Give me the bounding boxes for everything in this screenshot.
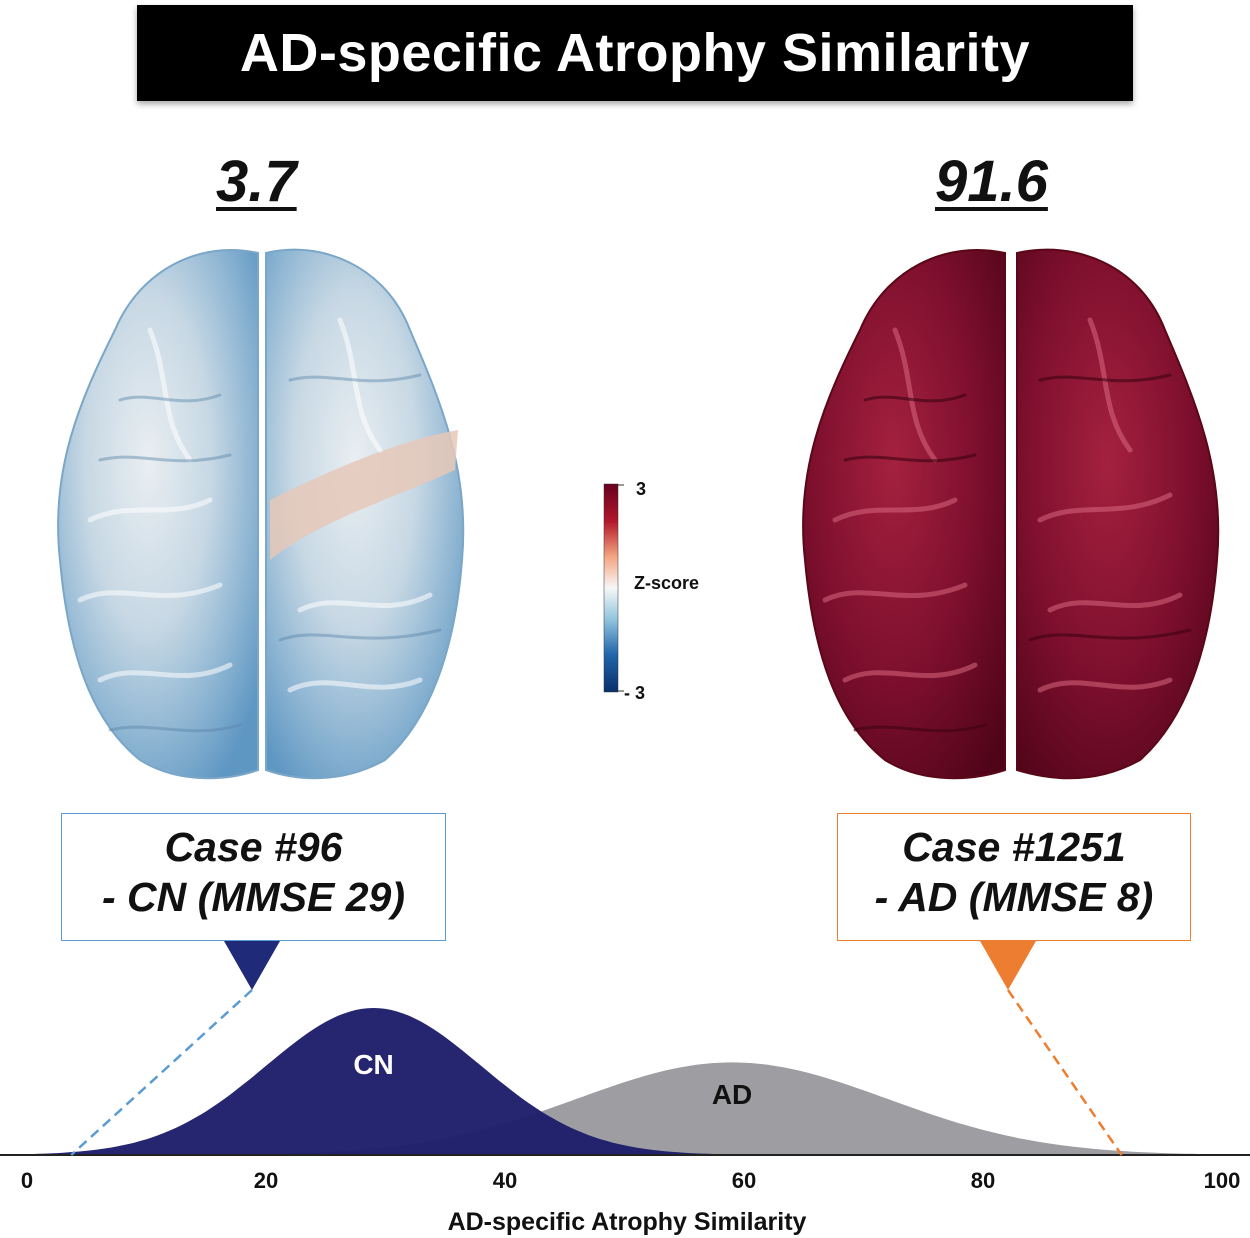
case-marker-line-ad [1006,989,1123,1156]
cn-case-number: Case #96 [164,824,343,870]
case-pointer-ad [980,941,1036,990]
colorbar-max-label: 3 [636,479,647,499]
ad-score: 91.6 [935,149,1048,214]
x-tick-label: 80 [971,1168,995,1193]
density-label-ad: AD [712,1079,752,1110]
x-tick-label: 20 [254,1168,278,1193]
title-banner: AD-specific Atrophy Similarity [137,5,1133,101]
density-cn [0,1008,1250,1155]
cn-score: 3.7 [216,149,297,214]
cn-case-box: Case #96 - CN (MMSE 29) [61,813,446,941]
x-axis-label: AD-specific Atrophy Similarity [448,1208,807,1236]
ad-brain-image [802,248,1220,780]
cn-brain-image [57,248,465,780]
ad-case-box: Case #1251 - AD (MMSE 8) [837,813,1191,941]
case-pointer-cn [224,941,280,990]
case-marker-line-cn [70,989,253,1156]
distribution-chart: AD CN 0 20 40 60 80 100 AD-specific Atrophy Simi… [0,941,1250,1236]
density-ad [0,1062,1250,1155]
x-tick-label: 40 [493,1168,517,1193]
ad-case-number: Case #1251 [902,824,1126,870]
density-label-cn: CN [353,1049,393,1080]
ad-diagnosis: - AD (MMSE 8) [874,874,1154,920]
x-tick-label: 0 [21,1168,33,1193]
page-title: AD-specific Atrophy Similarity [239,23,1031,83]
colorbar-min-label: - 3 [624,683,646,703]
z-score-colorbar [603,483,619,693]
x-tick-label: 100 [1204,1168,1241,1193]
colorbar-title: Z-score [634,573,700,593]
x-tick-label: 60 [732,1168,756,1193]
cn-diagnosis: - CN (MMSE 29) [102,874,405,920]
